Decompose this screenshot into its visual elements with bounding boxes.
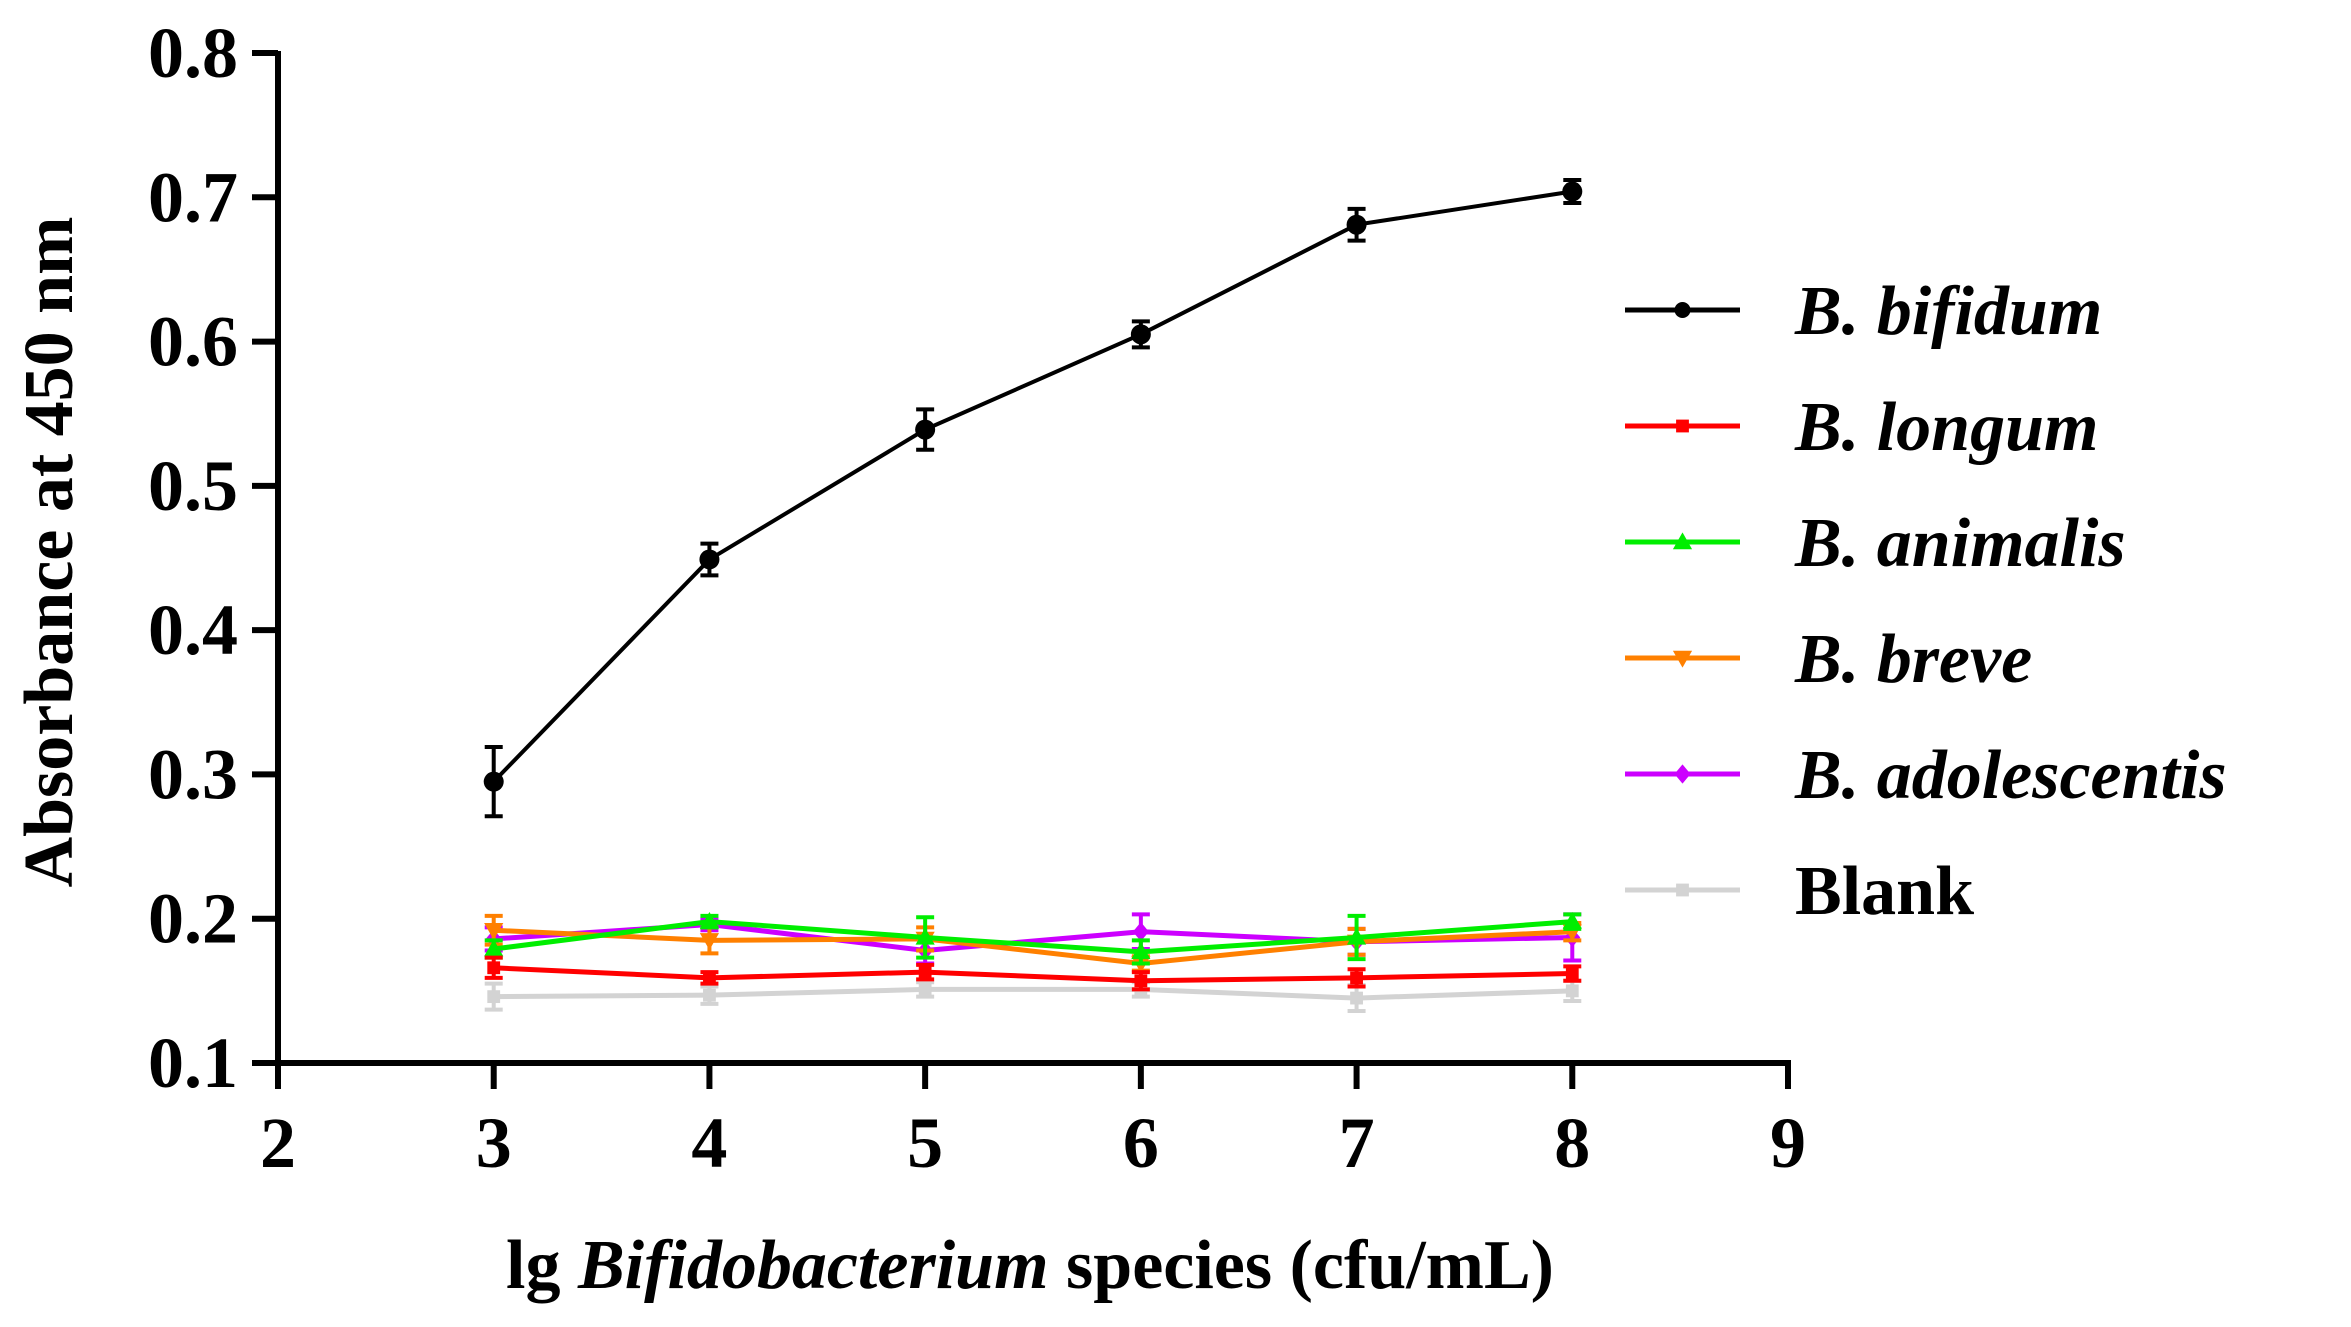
x-tick-label: 2	[260, 1103, 296, 1183]
data-point	[484, 923, 504, 940]
legend-entry: B. longum	[1625, 389, 2098, 466]
data-point	[1562, 912, 1582, 929]
data-point	[1131, 942, 1151, 960]
legend-entry: B. animalis	[1625, 505, 2126, 582]
x-axis-title-prefix: lg	[506, 1227, 578, 1304]
legend-label: B. animalis	[1794, 505, 2126, 582]
data-point	[1565, 984, 1579, 998]
series-line	[493, 965, 1573, 984]
data-point	[1130, 324, 1151, 345]
legend-entry: B. bifidum	[1625, 273, 2102, 350]
y-tick-label: 0.2	[148, 879, 238, 959]
data-point	[1346, 214, 1367, 235]
legend-swatch-marker	[1672, 650, 1693, 668]
data-point	[699, 933, 720, 950]
y-tick-label: 0.7	[148, 157, 238, 237]
legend-label: B. adolescentis	[1794, 737, 2227, 814]
data-point	[918, 983, 932, 996]
x-axis-title-suffix: species (cfu/mL)	[1049, 1227, 1554, 1304]
x-tick-label: 3	[476, 1103, 512, 1183]
x-tick-label: 7	[1339, 1103, 1375, 1183]
data-point	[1134, 974, 1148, 988]
x-tick-label: 9	[1770, 1103, 1806, 1183]
data-point	[1562, 181, 1583, 202]
y-tick-label: 0.6	[148, 302, 238, 382]
series-b-bifidum	[483, 177, 1583, 819]
legend-swatch-marker	[1672, 532, 1693, 550]
series-line	[493, 927, 1573, 966]
data-point	[1350, 991, 1363, 1005]
legend-label: Blank	[1795, 853, 1974, 930]
legend-label: B. breve	[1794, 621, 2032, 698]
legend-label: B. longum	[1794, 389, 2098, 466]
axes: 0.1 0.2 0.3 0.4 0.5 0.6 0.7 0.8 2 3 4 5 6 7 8 9	[148, 13, 1806, 1183]
y-axis-title: Absorbance at 450 nm	[11, 217, 88, 888]
legend-swatch-marker	[1674, 764, 1691, 784]
data-point	[703, 988, 716, 1002]
series-line	[493, 919, 1573, 955]
series-line	[492, 189, 1573, 784]
legend-entry: Blank	[1625, 853, 1974, 930]
series-line	[493, 986, 1573, 1001]
x-axis-title-italic: Bifidobacterium	[577, 1227, 1049, 1304]
legend-swatch-marker	[1676, 883, 1689, 897]
legend-label: B. bifidum	[1794, 273, 2102, 350]
x-tick-label: 4	[691, 1103, 727, 1183]
legend-swatch-marker	[1676, 419, 1689, 433]
y-tick-label: 0.3	[148, 734, 238, 814]
data-point	[1132, 922, 1149, 942]
data-point	[915, 419, 936, 440]
legend-swatch-marker	[1674, 302, 1691, 318]
legend-entry: B. adolescentis	[1625, 737, 2227, 814]
data-point	[487, 961, 501, 975]
series-blank	[484, 978, 1582, 1014]
data-point	[699, 912, 720, 929]
y-tick-label: 0.1	[148, 1023, 238, 1103]
legend: B. bifidum B. longum B. animalis B. breve B.…	[1625, 273, 2227, 930]
data-point	[487, 990, 501, 1004]
data-point	[484, 939, 504, 957]
y-tick-label: 0.8	[148, 13, 238, 93]
data-point	[918, 965, 932, 979]
data-point	[1350, 971, 1363, 985]
x-tick-label: 6	[1123, 1103, 1159, 1183]
x-axis-title: lg Bifidobacterium species (cfu/mL)	[506, 1227, 1554, 1304]
x-tick-label: 5	[907, 1103, 943, 1183]
y-tick-label: 0.5	[148, 446, 238, 526]
data-point	[1346, 927, 1367, 945]
series-b-animalis	[484, 912, 1582, 966]
data-point	[483, 771, 504, 792]
data-point	[1565, 967, 1579, 980]
series-b-longum	[484, 955, 1582, 992]
x-tick-label: 8	[1554, 1103, 1590, 1183]
y-tick-label: 0.4	[148, 590, 238, 670]
data-point	[915, 927, 935, 945]
data-point	[699, 549, 720, 570]
legend-entry: B. breve	[1625, 621, 2032, 698]
plot-area	[483, 177, 1583, 1014]
data-point	[703, 971, 716, 985]
